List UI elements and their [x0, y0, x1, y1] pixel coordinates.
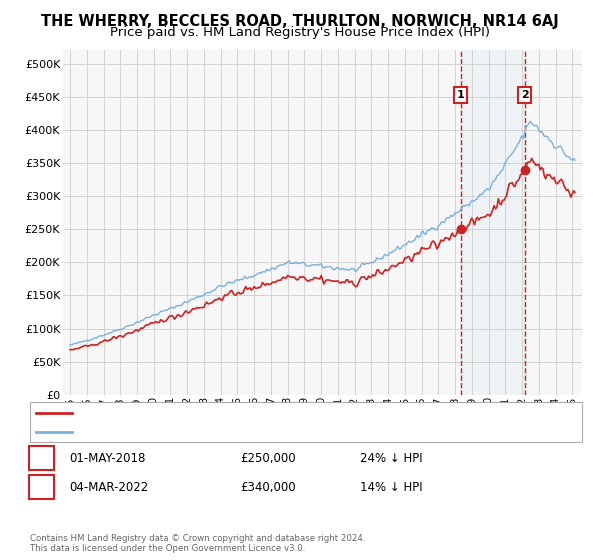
Text: THE WHERRY, BECCLES ROAD, THURLTON, NORWICH, NR14 6AJ (detached house): THE WHERRY, BECCLES ROAD, THURLTON, NORW… — [78, 408, 503, 418]
Text: 01-MAY-2018: 01-MAY-2018 — [69, 451, 145, 465]
Text: HPI: Average price, detached house, South Norfolk: HPI: Average price, detached house, Sout… — [78, 427, 342, 437]
Bar — [461, 50, 525, 395]
Text: This data is licensed under the Open Government Licence v3.0.: This data is licensed under the Open Gov… — [30, 544, 305, 553]
Text: 1: 1 — [37, 451, 46, 465]
Text: 2: 2 — [521, 90, 529, 100]
Text: £340,000: £340,000 — [240, 480, 296, 494]
Text: 04-MAR-2022: 04-MAR-2022 — [69, 480, 148, 494]
Text: THE WHERRY, BECCLES ROAD, THURLTON, NORWICH, NR14 6AJ: THE WHERRY, BECCLES ROAD, THURLTON, NORW… — [41, 14, 559, 29]
Text: 2: 2 — [37, 480, 46, 494]
Text: 1: 1 — [457, 90, 464, 100]
Text: Contains HM Land Registry data © Crown copyright and database right 2024.: Contains HM Land Registry data © Crown c… — [30, 534, 365, 543]
Text: Price paid vs. HM Land Registry's House Price Index (HPI): Price paid vs. HM Land Registry's House … — [110, 26, 490, 39]
Text: 24% ↓ HPI: 24% ↓ HPI — [360, 451, 422, 465]
Text: £250,000: £250,000 — [240, 451, 296, 465]
Text: 14% ↓ HPI: 14% ↓ HPI — [360, 480, 422, 494]
